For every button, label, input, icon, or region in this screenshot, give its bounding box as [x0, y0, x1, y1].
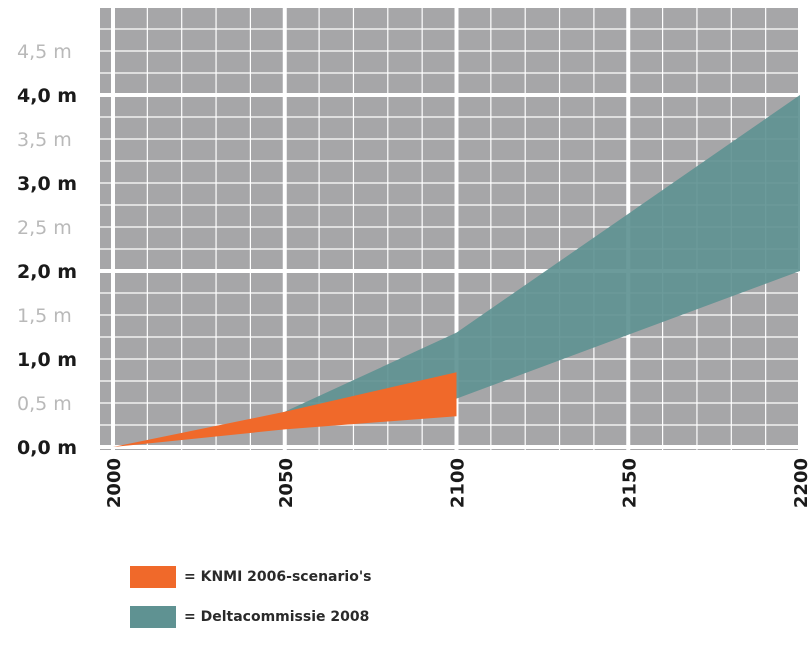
- y-tick-label: 2,0 m: [17, 261, 77, 283]
- y-tick-label: 3,0 m: [17, 173, 77, 195]
- y-tick-label: 1,5 m: [17, 305, 72, 327]
- legend-label: = KNMI 2006-scenario's: [184, 569, 372, 585]
- y-tick-label: 0,5 m: [17, 393, 72, 415]
- x-tick-label: 2050: [276, 458, 297, 508]
- x-tick-label: 2200: [791, 458, 812, 508]
- x-tick-label: 2000: [104, 458, 125, 508]
- y-tick-label: 1,0 m: [17, 349, 77, 371]
- legend: = KNMI 2006-scenario's = Deltacommissie 2…: [130, 565, 371, 645]
- y-tick-label: 2,5 m: [17, 217, 72, 239]
- legend-label: = Deltacommissie 2008: [184, 609, 370, 625]
- y-tick-label: 3,5 m: [17, 129, 72, 151]
- y-tick-label: 4,0 m: [17, 85, 77, 107]
- y-tick-label: 4,5 m: [17, 41, 72, 63]
- legend-swatch: [130, 566, 176, 588]
- series-band-0: [284, 95, 800, 417]
- legend-item: = KNMI 2006-scenario's: [130, 565, 371, 589]
- x-tick-label: 2100: [448, 458, 469, 508]
- sea-level-chart: 0,0 m 0,5 m 1,0 m 1,5 m 2,0 m 2,5 m 3,0 m 3,5 m…: [17, 8, 812, 508]
- x-tick-label: 2150: [619, 458, 640, 508]
- legend-swatch: [130, 606, 176, 628]
- y-tick-label: 0,0 m: [17, 437, 77, 459]
- series-band-1: [113, 372, 457, 447]
- legend-item: = Deltacommissie 2008: [130, 605, 371, 629]
